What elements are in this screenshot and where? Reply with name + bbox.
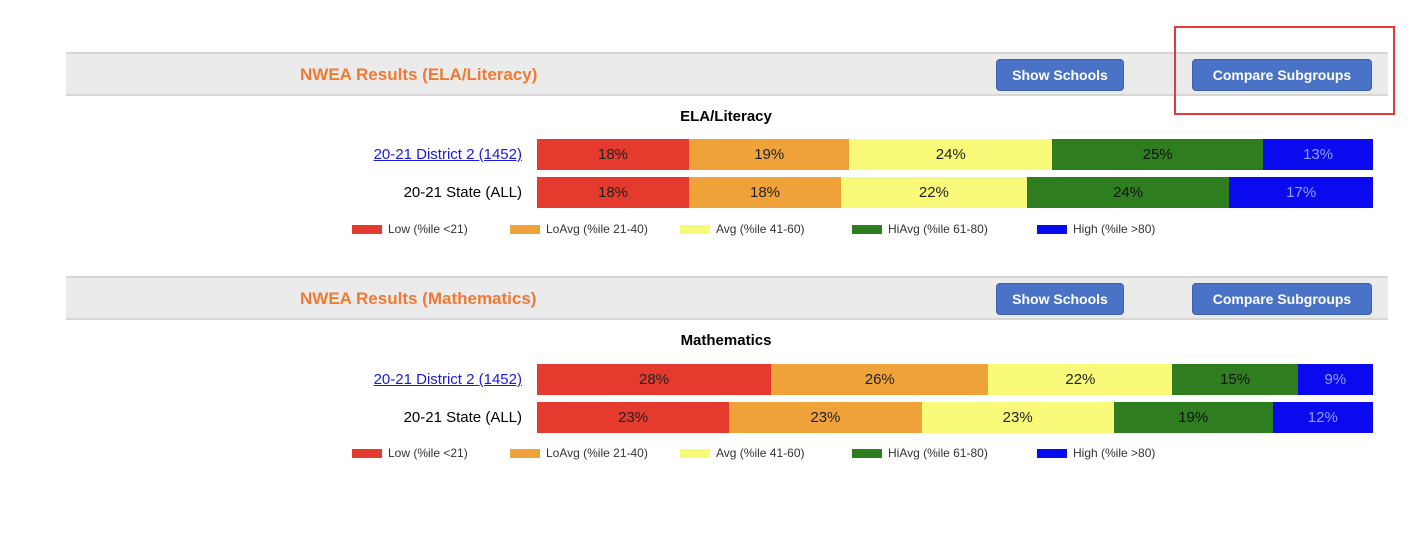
bar-segment-avg: 24% bbox=[849, 139, 1053, 170]
legend-label: LoAvg (%ile 21-40) bbox=[546, 446, 648, 460]
legend-item-low: Low (%ile <21) bbox=[352, 446, 510, 460]
legend-label: Low (%ile <21) bbox=[388, 222, 468, 236]
legend-item-loavg: LoAvg (%ile 21-40) bbox=[510, 222, 680, 236]
legend-swatch bbox=[852, 224, 882, 234]
legend-swatch bbox=[1037, 448, 1067, 458]
bar-segment-avg: 22% bbox=[988, 364, 1173, 395]
legend-label: High (%ile >80) bbox=[1073, 446, 1156, 460]
legend-item-low: Low (%ile <21) bbox=[352, 222, 510, 236]
legend-item-avg: Avg (%ile 41-60) bbox=[680, 446, 852, 460]
legend-label: LoAvg (%ile 21-40) bbox=[546, 222, 648, 236]
legend-swatch bbox=[510, 448, 540, 458]
bar-segment-hiavg: 24% bbox=[1026, 177, 1230, 208]
ela-district-row-label: 20-21 District 2 (1452) bbox=[312, 140, 522, 169]
math-district-bar: 28% 26% 22% 15% 9% bbox=[537, 364, 1373, 395]
legend-swatch bbox=[352, 224, 382, 234]
bar-segment-loavg: 26% bbox=[771, 364, 989, 395]
legend-item-high: High (%ile >80) bbox=[1037, 446, 1187, 460]
ela-show-schools-button[interactable]: Show Schools bbox=[996, 59, 1124, 91]
legend-label: High (%ile >80) bbox=[1073, 222, 1156, 236]
legend-swatch bbox=[510, 224, 540, 234]
ela-district-link[interactable]: 20-21 District 2 (1452) bbox=[373, 146, 522, 163]
ela-state-bar: 18% 18% 22% 24% 17% bbox=[537, 177, 1373, 208]
bar-segment-low: 18% bbox=[537, 177, 689, 208]
legend-label: Low (%ile <21) bbox=[388, 446, 468, 460]
bar-segment-high: 17% bbox=[1229, 177, 1373, 208]
legend-swatch bbox=[1037, 224, 1067, 234]
ela-chart-title: ELA/Literacy bbox=[680, 108, 772, 125]
bar-segment-hiavg: 25% bbox=[1052, 139, 1264, 170]
legend-item-loavg: LoAvg (%ile 21-40) bbox=[510, 446, 680, 460]
legend-swatch bbox=[680, 224, 710, 234]
math-district-link[interactable]: 20-21 District 2 (1452) bbox=[373, 371, 522, 388]
bar-segment-avg: 23% bbox=[921, 402, 1114, 433]
bar-segment-high: 13% bbox=[1263, 139, 1373, 170]
ela-panel-title: NWEA Results (ELA/Literacy) bbox=[300, 65, 538, 84]
ela-district-bar: 18% 19% 24% 25% 13% bbox=[537, 139, 1373, 170]
legend-label: Avg (%ile 41-60) bbox=[716, 446, 805, 460]
legend-item-hiavg: HiAvg (%ile 61-80) bbox=[852, 446, 1037, 460]
legend-label: Avg (%ile 41-60) bbox=[716, 222, 805, 236]
legend-item-avg: Avg (%ile 41-60) bbox=[680, 222, 852, 236]
bar-segment-hiavg: 19% bbox=[1113, 402, 1273, 433]
legend-swatch bbox=[680, 448, 710, 458]
math-state-row-label: 20-21 State (ALL) bbox=[403, 409, 522, 426]
bar-segment-loavg: 18% bbox=[689, 177, 841, 208]
legend-item-high: High (%ile >80) bbox=[1037, 222, 1187, 236]
bar-segment-hiavg: 15% bbox=[1172, 364, 1298, 395]
ela-legend: Low (%ile <21) LoAvg (%ile 21-40) Avg (%il… bbox=[352, 222, 1187, 236]
legend-label: HiAvg (%ile 61-80) bbox=[888, 446, 988, 460]
bar-segment-loavg: 19% bbox=[689, 139, 850, 170]
legend-item-hiavg: HiAvg (%ile 61-80) bbox=[852, 222, 1037, 236]
bar-segment-low: 28% bbox=[537, 364, 772, 395]
ela-panel-header: NWEA Results (ELA/Literacy) Show Schools… bbox=[66, 52, 1388, 96]
math-show-schools-button[interactable]: Show Schools bbox=[996, 283, 1124, 315]
bar-segment-avg: 22% bbox=[841, 177, 1027, 208]
bar-segment-loavg: 23% bbox=[729, 402, 922, 433]
math-legend: Low (%ile <21) LoAvg (%ile 21-40) Avg (%il… bbox=[352, 446, 1187, 460]
math-compare-subgroups-button[interactable]: Compare Subgroups bbox=[1192, 283, 1372, 315]
bar-segment-high: 12% bbox=[1272, 402, 1373, 433]
legend-swatch bbox=[352, 448, 382, 458]
ela-compare-subgroups-button[interactable]: Compare Subgroups bbox=[1192, 59, 1372, 91]
math-chart-title: Mathematics bbox=[680, 332, 772, 349]
legend-swatch bbox=[852, 448, 882, 458]
bar-segment-low: 23% bbox=[537, 402, 730, 433]
math-state-bar: 23% 23% 23% 19% 12% bbox=[537, 402, 1373, 433]
math-panel-header: NWEA Results (Mathematics) Show Schools … bbox=[66, 276, 1388, 320]
ela-state-row-label: 20-21 State (ALL) bbox=[403, 184, 522, 201]
math-panel-title: NWEA Results (Mathematics) bbox=[300, 289, 537, 308]
math-district-row-label: 20-21 District 2 (1452) bbox=[312, 365, 522, 394]
bar-segment-low: 18% bbox=[537, 139, 689, 170]
bar-segment-high: 9% bbox=[1297, 364, 1373, 395]
legend-label: HiAvg (%ile 61-80) bbox=[888, 222, 988, 236]
